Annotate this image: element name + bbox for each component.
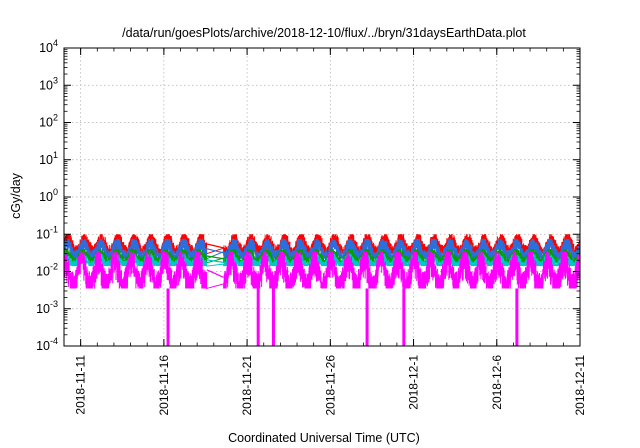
gap-connector xyxy=(206,248,224,254)
x-tick-label: 2018-11-16 xyxy=(157,355,171,416)
dropout-spike xyxy=(256,288,260,346)
y-axis-label: cGy/day xyxy=(9,172,23,219)
series-group xyxy=(64,234,580,346)
y-tick-label: 10-4 xyxy=(36,336,58,353)
dropout-spike xyxy=(365,288,369,346)
x-axis: 2018-11-11 2018-11-16 2018-11-21 2018-11-26… xyxy=(63,48,587,416)
gap-connector xyxy=(206,243,224,249)
x-tick-label: 2018-12-11 xyxy=(573,355,587,416)
y-tick-label: 101 xyxy=(39,150,58,167)
dropout-spike xyxy=(166,288,170,346)
gap-connector xyxy=(206,255,224,260)
series-line xyxy=(64,251,580,290)
dropout-spike xyxy=(271,288,275,346)
gap-connector xyxy=(206,259,224,263)
x-axis-label: Coordinated Universal Time (UTC) xyxy=(228,431,420,445)
x-tick-label: 2018-11-11 xyxy=(74,355,88,415)
y-tick-label: 104 xyxy=(39,38,58,55)
gap-connector xyxy=(206,269,224,278)
grid xyxy=(64,48,580,346)
dropout-spike xyxy=(515,288,519,346)
chart-title: /data/run/goesPlots/archive/2018-12-10/f… xyxy=(122,26,526,40)
x-tick-label: 2018-11-26 xyxy=(323,355,337,416)
x-tick-label: 2018-12-1 xyxy=(407,355,421,410)
y-axis: 10-4 10-3 10-2 10-1 100 101 102 103 104 xyxy=(36,38,580,353)
y-tick-label: 10-1 xyxy=(36,224,58,241)
y-tick-label: 10-3 xyxy=(36,299,58,316)
y-tick-label: 102 xyxy=(39,113,58,130)
x-tick-label: 2018-12-6 xyxy=(490,355,504,410)
y-tick-label: 103 xyxy=(39,75,58,92)
dropout-spike xyxy=(402,288,406,346)
x-tick-label: 2018-11-21 xyxy=(240,355,254,416)
y-tick-label: 100 xyxy=(39,187,58,204)
y-tick-label: 10-2 xyxy=(36,262,58,279)
